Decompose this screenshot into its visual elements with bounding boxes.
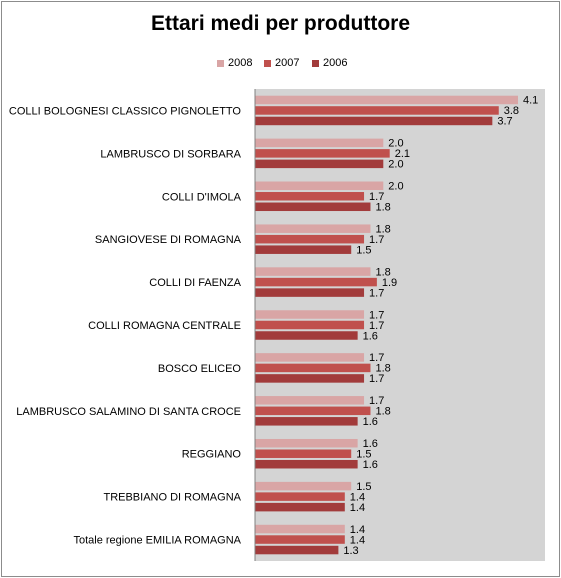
bar-2008 [255,524,345,534]
value-label-2007: 1.7 [369,320,384,332]
bar-2008 [255,95,518,105]
bar-2007 [255,149,390,158]
bar-2008 [255,267,371,276]
value-label-2006: 1.6 [363,416,378,428]
value-label-2006: 1.7 [369,287,384,299]
value-label-2008: 1.7 [369,395,384,407]
bar-2006 [255,245,352,254]
value-label-2007: 1.9 [382,277,397,289]
bar-2007 [255,192,365,201]
bar-2008 [255,138,384,148]
legend-swatch-2006 [312,59,319,67]
value-label-2008: 2.0 [388,138,403,150]
bar-2008 [255,396,365,405]
value-label-2006: 1.6 [363,459,378,471]
bar-2007 [255,277,377,287]
bar-2006 [255,502,345,512]
value-label-2007: 1.7 [369,234,384,246]
category-label: COLLI DI FAENZA [149,277,241,289]
value-label-2007: 2.1 [395,148,410,160]
category-label: COLLI ROMAGNA CENTRALE [88,320,241,332]
value-label-2008: 1.7 [369,352,384,364]
category-label: LAMBRUSCO SALAMINO DI SANTA CROCE [16,406,241,418]
bar-2006 [255,116,493,126]
value-label-2006: 1.7 [369,373,384,385]
legend-label-2008: 2008 [228,57,253,69]
bar-2006 [255,288,365,297]
category-label: REGGIANO [182,449,242,461]
value-label-2008: 1.7 [369,309,384,321]
value-label-2008: 4.1 [523,95,538,107]
bar-2008 [255,481,352,491]
bar-2007 [255,363,371,373]
bar-2006 [255,374,365,383]
bar-2007 [255,492,345,501]
category-label: COLLI BOLOGNESI CLASSICO PIGNOLETTO [9,105,242,117]
category-label: BOSCO ELICEO [158,363,242,375]
legend-item-2008: 2008 [217,55,252,71]
chart-legend: 2008 2007 2006 [0,55,561,71]
bar-2006 [255,417,358,426]
value-label-2007: 3.8 [504,105,519,117]
category-label: TREBBIANO DI ROMAGNA [103,492,241,504]
bar-2008 [255,438,358,448]
bar-2008 [255,310,365,319]
value-label-2008: 1.6 [363,438,378,450]
bar-2006 [255,331,358,340]
chart-title: Ettari medi per produttore [150,12,411,35]
bar-2008 [255,353,365,362]
value-label-2007: 1.4 [350,534,365,546]
value-label-2006: 1.4 [350,502,365,514]
bar-2007 [255,449,352,458]
value-label-2006: 1.5 [356,244,371,256]
category-label: LAMBRUSCO DI SORBARA [100,148,241,160]
bar-2007 [255,406,371,416]
bar-2007 [255,234,365,244]
value-label-2007: 1.4 [350,491,365,503]
value-label-2008: 1.8 [375,266,390,278]
category-label: SANGIOVESE DI ROMAGNA [95,234,242,246]
value-label-2006: 2.0 [388,159,403,171]
value-label-2008: 1.4 [350,524,365,536]
legend-label-2007: 2007 [275,57,300,69]
legend-item-2007: 2007 [264,55,299,71]
bar-2008 [255,181,384,191]
value-label-2006: 1.3 [343,545,358,557]
value-label-2006: 1.6 [363,330,378,342]
bar-2007 [255,320,365,330]
value-label-2006: 3.7 [497,116,512,128]
value-label-2007: 1.8 [375,406,390,418]
value-label-2006: 1.8 [375,202,390,214]
category-label: Totale regione EMILIA ROMAGNA [73,535,241,547]
value-label-2007: 1.8 [375,363,390,375]
bar-2006 [255,545,339,555]
category-label: COLLI D'IMOLA [162,191,242,203]
value-label-2007: 1.7 [369,191,384,203]
legend-swatch-2007 [264,59,271,67]
bar-2008 [255,224,371,233]
value-label-2008: 2.0 [388,181,403,193]
legend-label-2006: 2006 [323,57,348,69]
bar-2007 [255,106,499,115]
value-label-2007: 1.5 [356,448,371,460]
bar-2006 [255,459,358,469]
value-label-2008: 1.8 [375,223,390,235]
legend-swatch-2008 [217,59,224,67]
bar-2006 [255,159,384,169]
value-label-2008: 1.5 [356,481,371,493]
legend-item-2006: 2006 [312,55,347,71]
bar-2006 [255,202,371,212]
bar-2007 [255,535,345,544]
